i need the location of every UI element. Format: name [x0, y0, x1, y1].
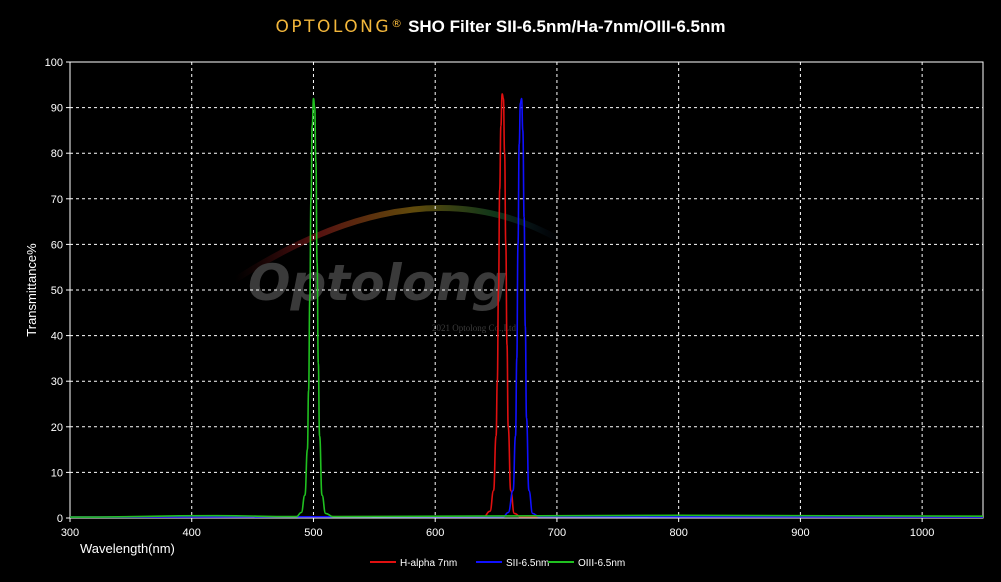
x-tick-label: 400 [183, 527, 201, 539]
x-tick-label: 1000 [910, 527, 934, 539]
series-line-2 [69, 97, 984, 518]
watermark: Optolong 2021 Optolong Co.,Ltd [232, 205, 563, 333]
registered-mark-icon: ® [391, 17, 403, 30]
legend-label: OIII-6.5nm [578, 558, 625, 569]
series-lines [69, 93, 984, 518]
x-tick-label: 800 [669, 527, 687, 539]
x-tick-label: 500 [304, 527, 322, 539]
chart-title-text: SHO Filter SII-6.5nm/Ha-7nm/OIII-6.5nm [408, 17, 726, 36]
y-tick-label: 0 [57, 513, 63, 525]
y-tick-label: 60 [51, 239, 63, 251]
watermark-copyright: 2021 Optolong Co.,Ltd [432, 323, 517, 333]
y-axis-label: Transmittance% [24, 243, 39, 337]
watermark-logo: Optolong [248, 254, 507, 312]
chart-title: OPTOLONG® SHO Filter SII-6.5nm/Ha-7nm/OII… [0, 17, 1001, 37]
legend-label: H-alpha 7nm [400, 558, 457, 569]
y-tick-label: 90 [51, 103, 63, 115]
y-tick-label: 40 [51, 331, 63, 343]
x-tick-label: 600 [426, 527, 444, 539]
y-tick-label: 20 [51, 422, 63, 434]
x-tick-label: 300 [61, 527, 79, 539]
grid [70, 62, 983, 518]
x-axis-label: Wavelength(nm) [80, 541, 175, 556]
y-tick-label: 30 [51, 376, 63, 388]
x-tick-label: 900 [791, 527, 809, 539]
watermark-arc [232, 205, 563, 283]
legend: H-alpha 7nm SII-6.5nm OIII-6.5nm [370, 558, 625, 569]
axis-ticks: 300 400 500 600 700 800 900 1000 0 10 20 30 40 50 60 70… [45, 57, 935, 539]
y-tick-label: 80 [51, 148, 63, 160]
y-tick-label: 10 [51, 467, 63, 479]
series-line-0 [69, 93, 984, 518]
series-line-1 [69, 97, 984, 518]
y-tick-label: 50 [51, 285, 63, 297]
y-tick-label: 70 [51, 194, 63, 206]
y-tick-label: 100 [45, 57, 63, 69]
x-tick-label: 700 [548, 527, 566, 539]
legend-label: SII-6.5nm [506, 558, 549, 569]
brand-logo-text: OPTOLONG [275, 17, 392, 37]
